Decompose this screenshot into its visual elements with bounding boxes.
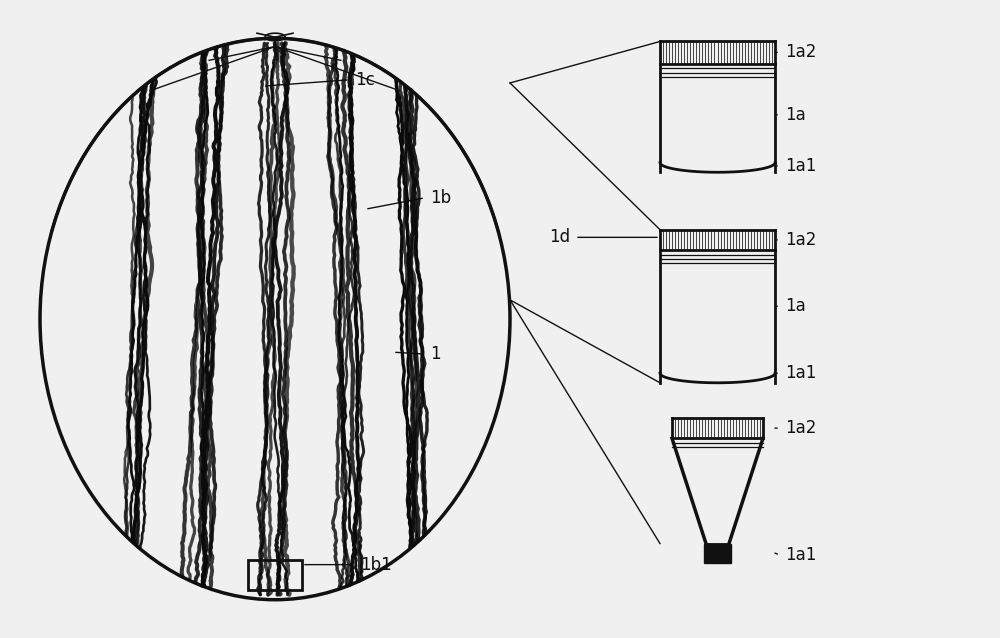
Text: 1a1: 1a1 — [785, 364, 816, 382]
Text: 1a1: 1a1 — [785, 546, 816, 564]
Text: 1b1: 1b1 — [360, 556, 392, 574]
Text: 1d: 1d — [549, 228, 570, 246]
Bar — [248, 560, 302, 590]
Bar — [704, 544, 731, 563]
Text: 1a: 1a — [785, 297, 806, 315]
Text: 1b: 1b — [430, 189, 451, 207]
Text: 1a2: 1a2 — [785, 231, 816, 249]
Text: 1a2: 1a2 — [785, 43, 816, 61]
Text: 1c: 1c — [355, 71, 375, 89]
Text: 1a2: 1a2 — [785, 419, 816, 437]
Text: 1a: 1a — [785, 106, 806, 124]
Text: 1a1: 1a1 — [785, 157, 816, 175]
Text: 1: 1 — [430, 345, 441, 363]
